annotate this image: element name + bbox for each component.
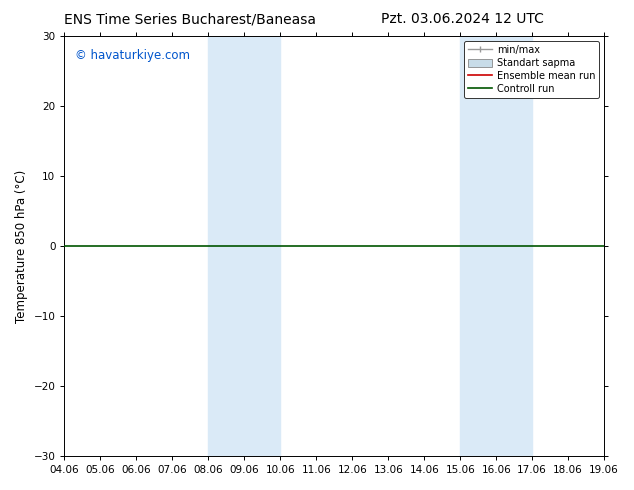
Bar (460, 36, 532, 456)
Text: Pzt. 03.06.2024 12 UTC: Pzt. 03.06.2024 12 UTC (382, 12, 544, 26)
Y-axis label: Temperature 850 hPa (°C): Temperature 850 hPa (°C) (15, 170, 28, 323)
Bar (209, 36, 280, 456)
Text: ENS Time Series Bucharest/Baneasa: ENS Time Series Bucharest/Baneasa (64, 12, 316, 26)
Text: © havaturkiye.com: © havaturkiye.com (75, 49, 190, 62)
Legend: min/max, Standart sapma, Ensemble mean run, Controll run: min/max, Standart sapma, Ensemble mean r… (464, 41, 599, 98)
